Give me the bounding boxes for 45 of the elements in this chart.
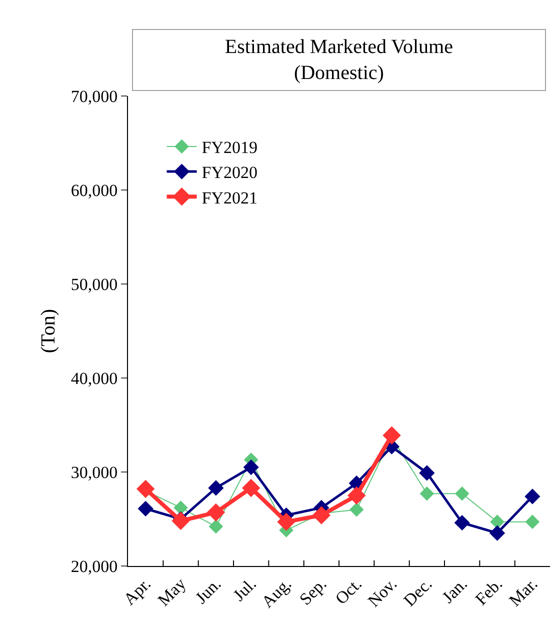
point bbox=[208, 480, 224, 496]
point bbox=[138, 500, 154, 516]
y-tick-label: 40,000 bbox=[70, 368, 118, 388]
point bbox=[349, 502, 364, 517]
y-tick-label: 30,000 bbox=[70, 462, 118, 482]
x-tick-label: Nov. bbox=[364, 574, 401, 611]
y-tick-label: 70,000 bbox=[70, 86, 118, 106]
point bbox=[208, 519, 224, 534]
point bbox=[490, 514, 504, 529]
legend-label: FY2020 bbox=[202, 163, 258, 182]
point bbox=[347, 486, 366, 505]
point bbox=[419, 465, 435, 481]
legend-label: FY2019 bbox=[202, 138, 258, 158]
point bbox=[454, 486, 470, 501]
point bbox=[172, 512, 190, 530]
y-tick-label: 20,000 bbox=[70, 556, 118, 576]
x-tick-label: Jun. bbox=[192, 574, 225, 608]
chart-title: Estimated Marketed Volume (Domestic) bbox=[224, 36, 454, 84]
point bbox=[242, 478, 260, 498]
x-tick-label: Apr. bbox=[120, 574, 154, 609]
point bbox=[420, 486, 434, 501]
x-tick-label: Mar. bbox=[505, 574, 542, 610]
point bbox=[524, 488, 540, 504]
x-tick-label: May bbox=[154, 574, 190, 610]
legend-label: FY2021 bbox=[202, 188, 258, 208]
point bbox=[525, 514, 540, 529]
x-tick-label: Dec. bbox=[400, 574, 436, 610]
x-tick-label: Feb. bbox=[472, 574, 506, 609]
point bbox=[136, 480, 155, 498]
point bbox=[454, 514, 470, 531]
x-tick-label: Aug. bbox=[258, 574, 296, 612]
y-tick-label: 60,000 bbox=[70, 180, 118, 200]
point bbox=[277, 512, 296, 531]
x-tick-label: Sep. bbox=[296, 574, 330, 609]
point bbox=[489, 525, 506, 541]
point bbox=[382, 426, 401, 444]
x-tick-label: Jul. bbox=[229, 574, 260, 605]
point bbox=[174, 500, 188, 515]
point bbox=[206, 503, 226, 522]
y-tick-label: 50,000 bbox=[70, 274, 118, 294]
y-axis-title: (Ton) bbox=[37, 308, 60, 354]
x-tick-label: Oct. bbox=[332, 574, 366, 608]
x-tick-label: Jan. bbox=[438, 574, 471, 607]
point bbox=[312, 506, 331, 524]
point bbox=[243, 460, 259, 476]
